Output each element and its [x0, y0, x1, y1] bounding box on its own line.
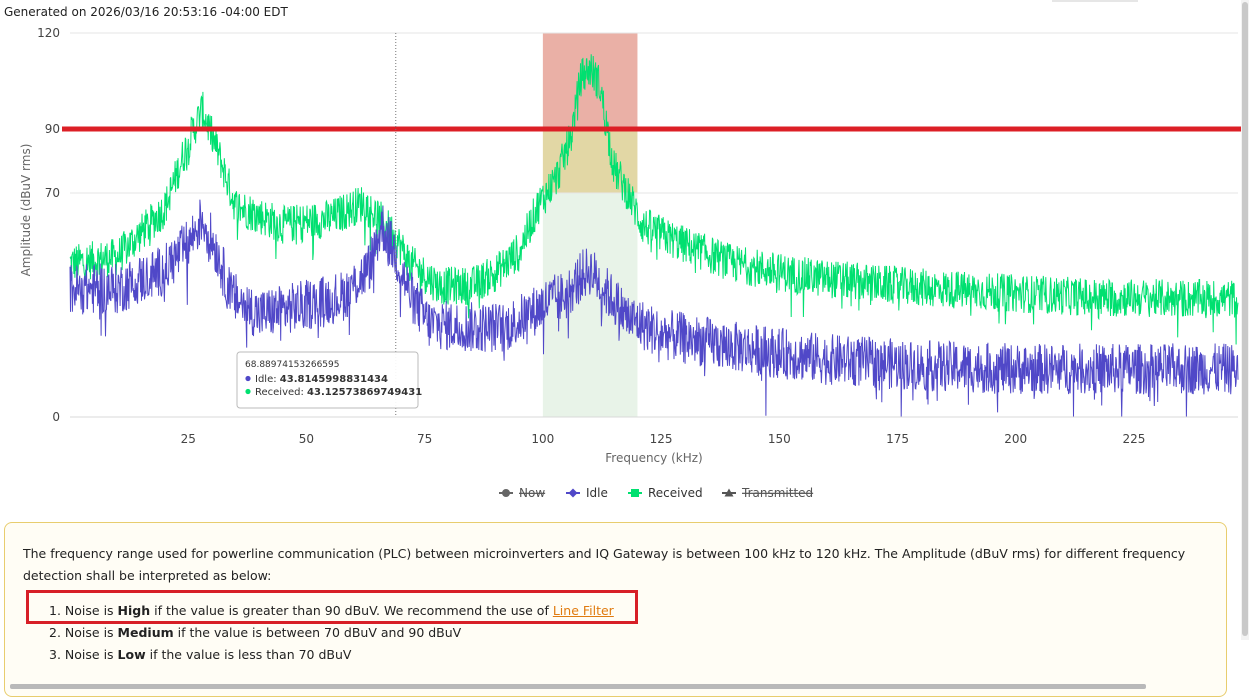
item-number: 3. [49, 647, 61, 662]
y-tick-label-70: 70 [45, 186, 60, 200]
x-tick-label-25: 25 [181, 432, 196, 446]
tooltip-marker-idle [245, 375, 251, 382]
x-tick-label-100: 100 [531, 432, 554, 446]
legend-item-idle[interactable]: Idle [566, 486, 608, 500]
y-tick-label-0: 0 [52, 410, 60, 424]
x-tick-label-175: 175 [886, 432, 909, 446]
legend-label-now: Now [519, 486, 545, 500]
vertical-scrollbar[interactable] [1241, 0, 1249, 640]
item-text: if the value is less than 70 dBuV [149, 647, 352, 662]
axes: 25 50 75 100 125 150 175 200 225 0 70 90 120 [37, 26, 1238, 446]
legend-circle-icon [502, 489, 510, 497]
noise-item-high: 1. Noise is High if the value is greater… [49, 600, 614, 622]
x-axis-title: Frequency (kHz) [605, 451, 702, 465]
tooltip-row-received: Received: 43.12573869749431 [255, 387, 422, 398]
plc-band [542, 33, 638, 417]
series-lines [69, 54, 1239, 418]
item-prefix: Noise is [64, 647, 114, 662]
legend[interactable]: Now Idle Received Transmitted [499, 486, 813, 500]
tooltip-row-idle: Idle: 43.8145998831434 [255, 374, 388, 385]
vertical-scrollbar-thumb[interactable] [1242, 2, 1248, 636]
legend-triangle-icon [724, 488, 734, 497]
item-text: if the value is greater than 90 dBuV. We… [154, 603, 549, 618]
x-tick-label-125: 125 [650, 432, 673, 446]
item-level: Medium [117, 625, 174, 640]
legend-item-received[interactable]: Received [628, 486, 703, 500]
legend-label-transmitted: Transmitted [741, 486, 813, 500]
legend-label-idle: Idle [586, 486, 608, 500]
y-tick-label-120: 120 [37, 26, 60, 40]
tooltip-marker-received [245, 388, 251, 395]
top-tab-edge [1052, 0, 1138, 2]
item-number: 2. [49, 625, 61, 640]
generated-timestamp: Generated on 2026/03/16 20:53:16 -04:00 … [4, 5, 288, 19]
item-text: if the value is between 70 dBuV and 90 d… [177, 625, 462, 640]
x-tick-label-50: 50 [299, 432, 314, 446]
x-tick-label-75: 75 [417, 432, 432, 446]
grid-lines [70, 32, 1238, 194]
series-idle-line [69, 199, 1239, 418]
horizontal-scrollbar[interactable] [10, 684, 1146, 689]
info-panel: The frequency range used for powerline c… [4, 522, 1227, 697]
y-axis-title: Amplitude (dBuV rms) [19, 144, 33, 277]
info-intro: The frequency range used for powerline c… [23, 546, 1186, 583]
y-tick-label-90: 90 [45, 122, 60, 136]
line-filter-link[interactable]: Line Filter [552, 603, 614, 618]
item-level: High [117, 603, 151, 618]
item-number: 1. [49, 603, 61, 618]
highlight-annotation-box [26, 590, 638, 624]
amplitude-chart: 25 50 75 100 125 150 175 200 225 0 70 90 120 Frequen… [19, 26, 1245, 500]
legend-item-transmitted[interactable]: Transmitted [722, 486, 813, 500]
noise-item-medium: 2. Noise is Medium if the value is betwe… [49, 622, 614, 644]
tooltip: 68.88974153266595 Idle: 43.8145998831434 R… [236, 351, 422, 409]
legend-item-now[interactable]: Now [499, 486, 545, 500]
tooltip-box [236, 351, 419, 409]
x-tick-label-200: 200 [1004, 432, 1027, 446]
series-received-line [69, 54, 1239, 345]
legend-label-received: Received [648, 486, 703, 500]
legend-diamond-icon [568, 488, 578, 498]
x-tick-label-150: 150 [768, 432, 791, 446]
noise-level-list: 1. Noise is High if the value is greater… [49, 600, 614, 666]
legend-square-icon [631, 489, 639, 497]
x-tick-label-225: 225 [1123, 432, 1146, 446]
item-prefix: Noise is [64, 603, 114, 618]
noise-item-low: 3. Noise is Low if the value is less tha… [49, 644, 614, 666]
item-level: Low [117, 647, 146, 662]
tooltip-x-value: 68.88974153266595 [245, 360, 339, 370]
item-prefix: Noise is [64, 625, 114, 640]
